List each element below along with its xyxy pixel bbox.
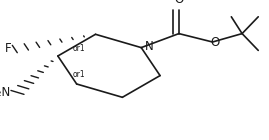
Text: N: N [145,40,154,53]
Text: O: O [211,36,220,49]
Text: or1: or1 [73,44,85,53]
Text: F: F [5,43,11,55]
Text: O: O [174,0,183,6]
Text: or1: or1 [73,70,85,79]
Text: H₂N: H₂N [0,86,11,99]
